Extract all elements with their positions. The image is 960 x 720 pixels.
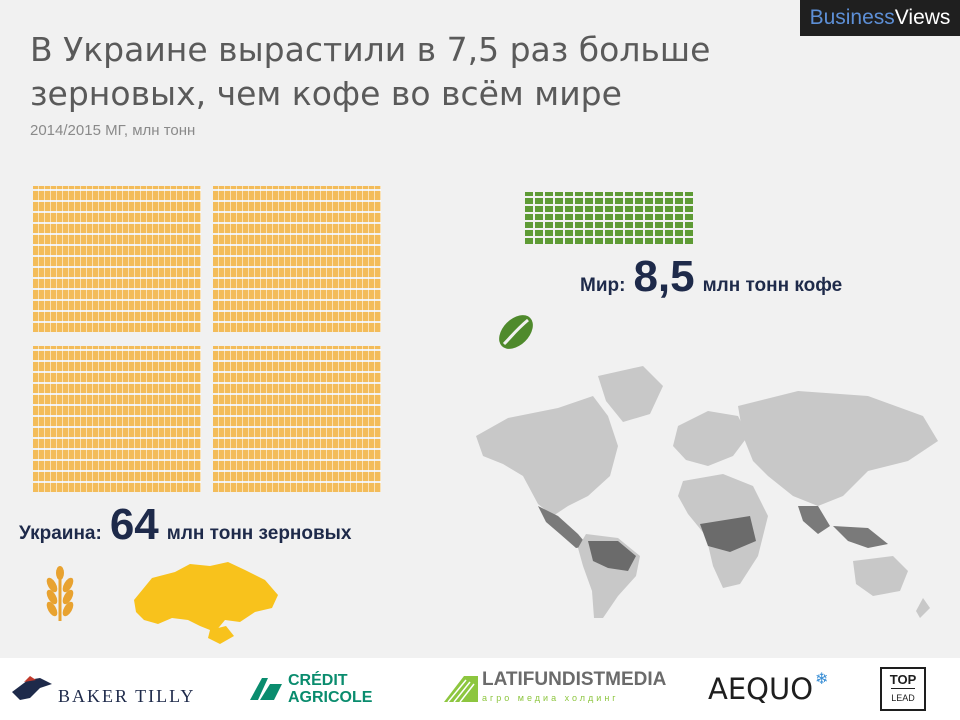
- baker-tilly-bird-icon: [12, 676, 52, 700]
- toplead-line2: LEAD: [891, 688, 915, 706]
- logo-top-lead: TOP LEAD: [880, 658, 926, 720]
- world-map-icon: [476, 366, 938, 618]
- coffee-block: [525, 192, 695, 244]
- world-unit: млн тонн кофе: [702, 275, 843, 296]
- credit-agricole-icon: [250, 678, 282, 700]
- logo-aequo: AEQUO ❄: [708, 658, 828, 720]
- logo-credit-agricole: CRÉDIT AGRICOLE: [248, 658, 372, 720]
- baker-tilly-text: BAKER TILLY: [58, 685, 196, 706]
- credit-agricole-line2: AGRICOLE: [288, 689, 373, 706]
- grain-block-4: [213, 346, 381, 492]
- brand-part-2: Views: [894, 6, 951, 29]
- world-stat: Мир: 8,5 млн тонн кофе: [580, 252, 842, 302]
- world-value: 8,5: [633, 252, 695, 301]
- coffee-bean-icon: [499, 315, 533, 349]
- grain-block-1: [33, 186, 201, 332]
- logo-baker-tilly: BAKER TILLY: [10, 658, 195, 720]
- page-title: В Украине вырастили в 7,5 раз больше зер…: [30, 30, 711, 113]
- ukraine-stat: Украина: 64 млн тонн зерновых: [19, 500, 351, 550]
- aequo-text: AEQUO: [708, 672, 814, 706]
- ukraine-label: Украина:: [19, 523, 102, 544]
- ukraine-value: 64: [109, 500, 159, 549]
- aequo-snowflake-icon: ❄: [815, 671, 829, 688]
- logo-latifundist: LATIFUNDISTMEDIA агро медиа холдинг: [444, 658, 666, 720]
- sponsors-bar: BAKER TILLY CRÉDIT AGRICOLE LATIFUNDISTM…: [0, 658, 960, 720]
- latifundist-field-icon: [444, 676, 478, 702]
- grain-block-3: [33, 346, 201, 492]
- brand-logo: Business Views: [800, 0, 960, 36]
- toplead-line1: TOP: [889, 672, 917, 687]
- page-subtitle: 2014/2015 МГ, млн тонн: [30, 122, 196, 139]
- world-label: Мир:: [580, 275, 626, 296]
- wheat-icon: [46, 566, 74, 621]
- latifundist-subtext: агро медиа холдинг: [482, 693, 619, 703]
- latifundist-text: LATIFUNDISTMEDIA: [482, 669, 667, 690]
- brand-part-1: Business: [809, 6, 895, 29]
- ukraine-map-icon: [134, 562, 278, 644]
- grain-block-2: [213, 186, 381, 332]
- credit-agricole-line1: CRÉDIT: [288, 672, 348, 689]
- ukraine-unit: млн тонн зерновых: [166, 523, 352, 544]
